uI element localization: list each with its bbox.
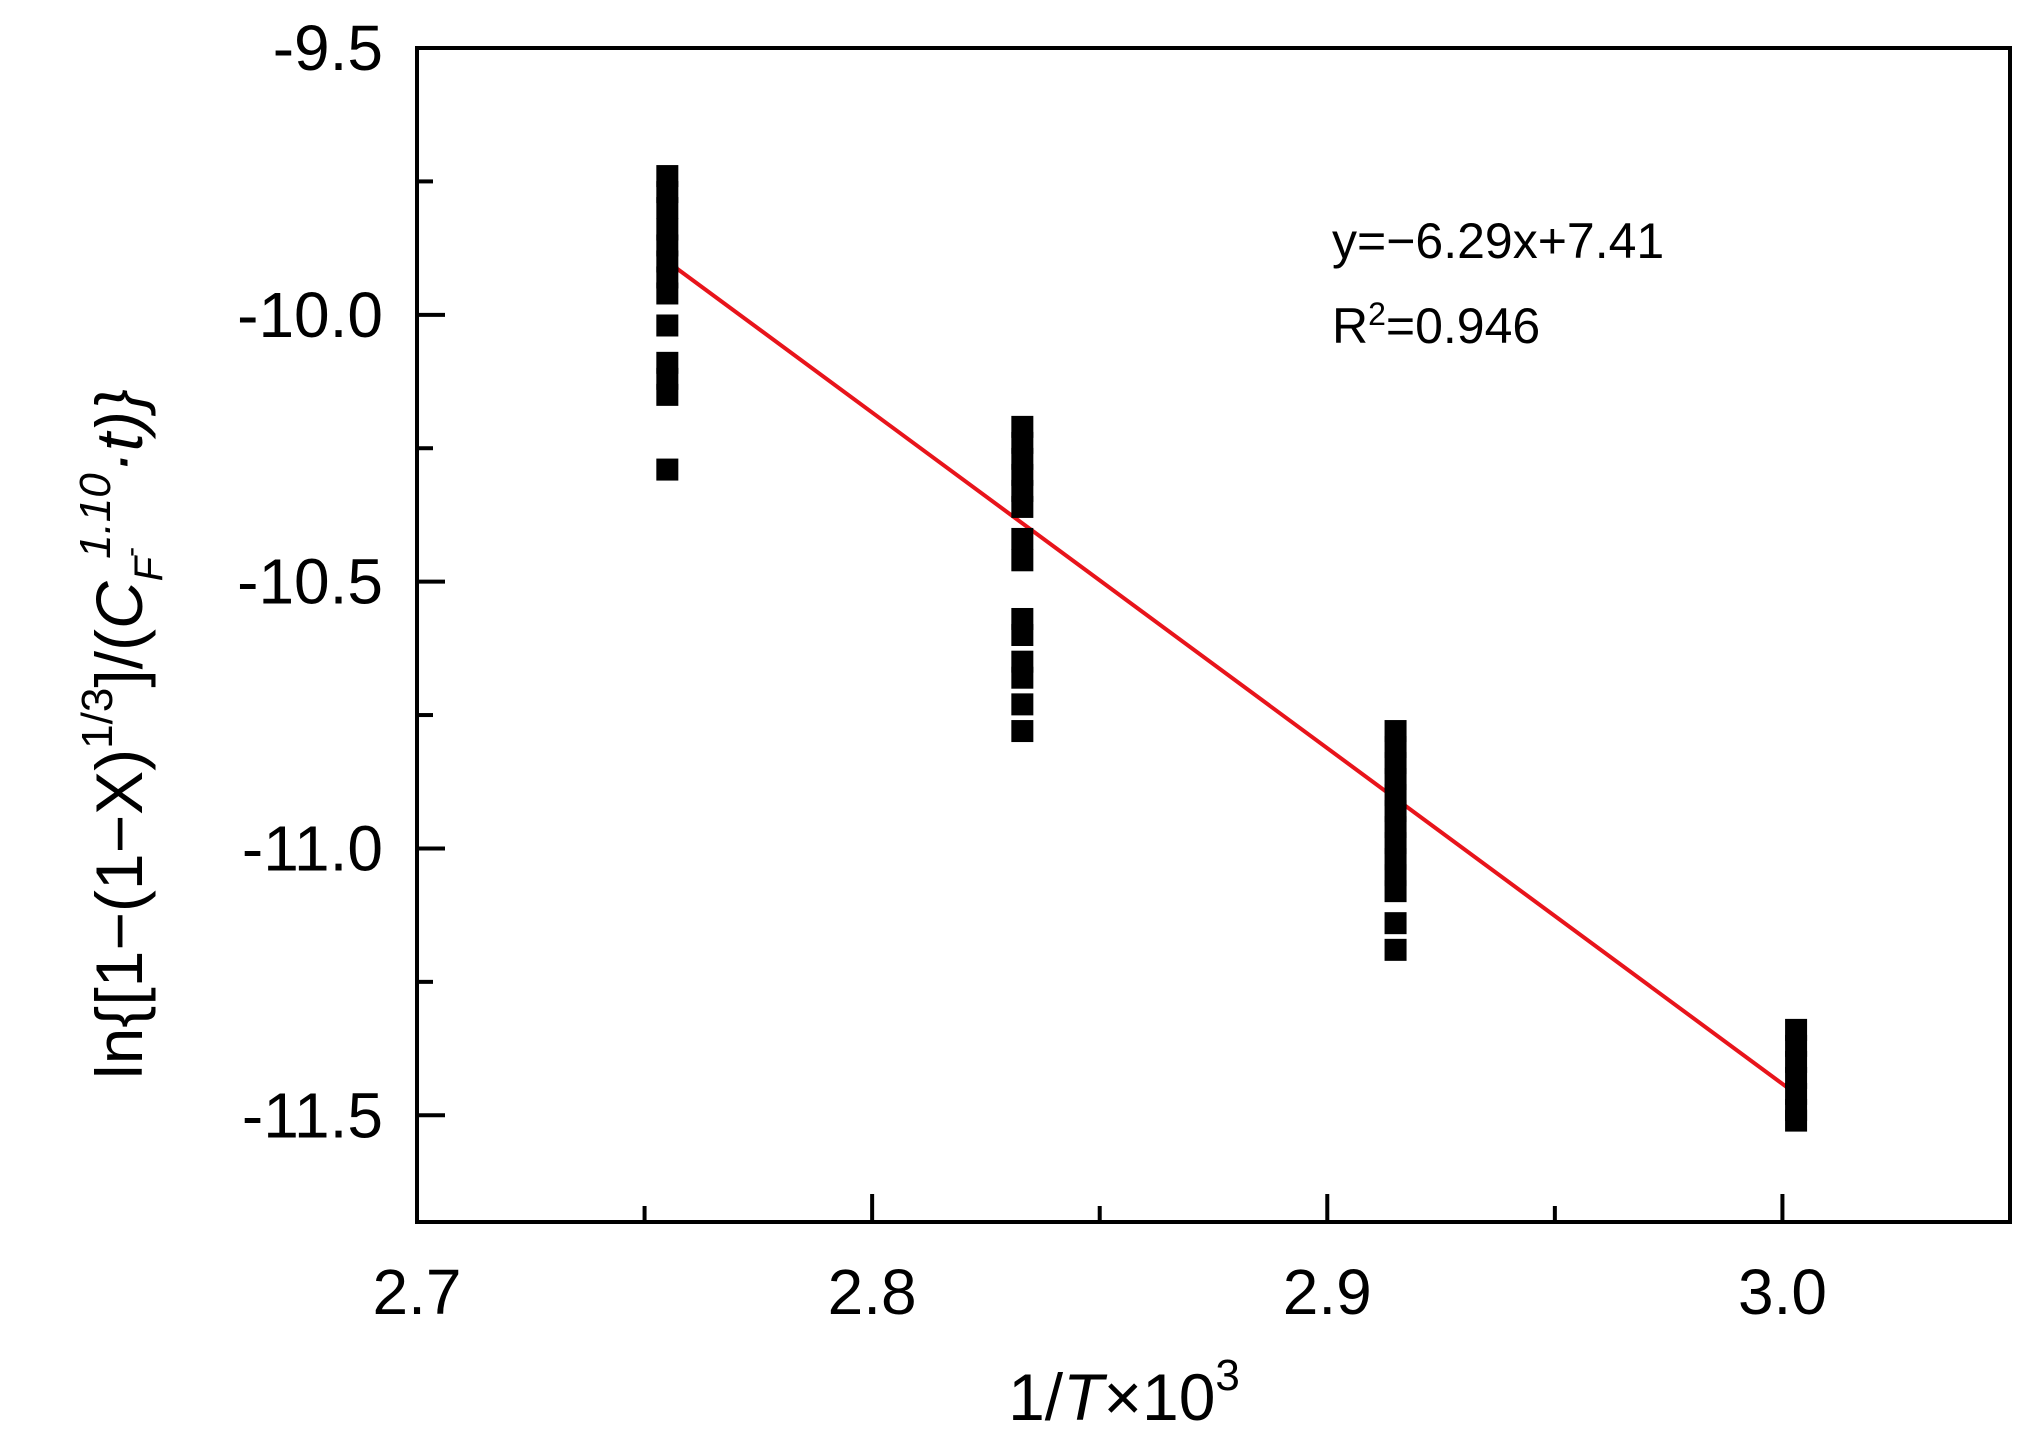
data-point (656, 383, 679, 406)
ylabel-csup: 1.10 (71, 473, 120, 559)
ylabel-c: C (82, 580, 156, 629)
y-tick-label: -10.0 (237, 279, 383, 351)
xlabel-main: 1/ (1008, 1360, 1064, 1434)
fit-line-layer (666, 259, 1798, 1096)
x-tick-label: 2.9 (1283, 1256, 1372, 1328)
x-tick-label: 2.7 (373, 1256, 462, 1328)
x-tick-label: 3.0 (1738, 1256, 1827, 1328)
tick-labels: 2.7 2.8 2.9 3.0 -9.5 -10.0 -10.5 -11.0 -11.5 (237, 12, 1827, 1328)
axis-ticks (417, 179, 1785, 1222)
xlabel-sup: 3 (1215, 1351, 1239, 1400)
ylabel-csub: F (127, 554, 171, 581)
x-tick-label: 2.8 (828, 1256, 917, 1328)
data-point (1011, 624, 1034, 646)
data-point (1011, 693, 1034, 716)
data-point (1011, 495, 1034, 518)
ylabel-prefix: ln{[1−(1−X) (82, 749, 156, 1079)
ylabel-tail: ·t)} (82, 389, 156, 473)
xlabel-times: ×10 (1103, 1360, 1215, 1434)
data-point (656, 197, 679, 220)
data-point (1011, 527, 1034, 550)
y-tick-label: -10.5 (237, 546, 383, 618)
fit-line (666, 259, 1798, 1096)
r2-prefix: R (1332, 298, 1368, 354)
data-point (1384, 938, 1407, 961)
data-point (1785, 1109, 1808, 1132)
data-point (1384, 880, 1407, 903)
data-point (1011, 549, 1034, 572)
y-tick-label: -11.0 (242, 812, 383, 884)
y-tick-label: -9.5 (273, 12, 383, 84)
plot-area (415, 46, 2012, 1224)
data-point (1384, 912, 1407, 935)
ylabel-csub2: - (114, 547, 147, 557)
fit-r-squared: R2=0.946 (1332, 296, 1540, 354)
data-point (656, 282, 679, 305)
ylabel-sup1: 1/3 (73, 688, 122, 749)
y-tick-label: -11.5 (242, 1079, 383, 1151)
data-point (656, 458, 679, 481)
r2-value: =0.946 (1386, 298, 1540, 354)
data-points-layer (656, 165, 1808, 1132)
data-point (656, 314, 679, 337)
data-point (1011, 666, 1034, 689)
ylabel-mid: ]/( (82, 629, 156, 688)
plot-frame (415, 46, 2012, 1224)
fit-equation: y=−6.29x+7.41 (1332, 213, 1664, 269)
data-point (1011, 720, 1034, 743)
x-axis-title: 1/T×103 (1008, 1351, 1240, 1434)
xlabel-italic: T (1063, 1360, 1108, 1434)
r2-sup: 2 (1368, 296, 1386, 332)
y-axis-title: ln{[1−(1−X)1/3]/(CF-1.10·t)} (71, 389, 171, 1079)
